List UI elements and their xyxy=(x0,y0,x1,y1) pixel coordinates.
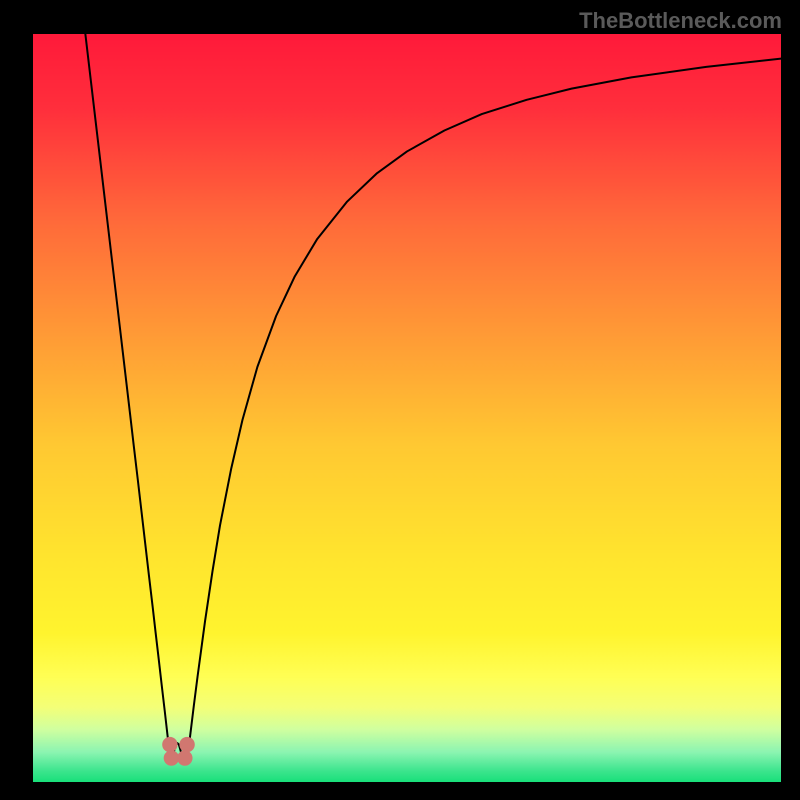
bottleneck-curve xyxy=(85,34,781,760)
marker-point xyxy=(164,751,178,765)
curve-overlay xyxy=(33,34,781,782)
marker-point xyxy=(163,737,177,751)
marker-point xyxy=(180,737,194,751)
marker-point xyxy=(178,751,192,765)
plot-area xyxy=(33,34,781,782)
curve-markers xyxy=(163,737,195,765)
chart-container: TheBottleneck.com xyxy=(0,0,800,800)
watermark-text: TheBottleneck.com xyxy=(579,8,782,34)
